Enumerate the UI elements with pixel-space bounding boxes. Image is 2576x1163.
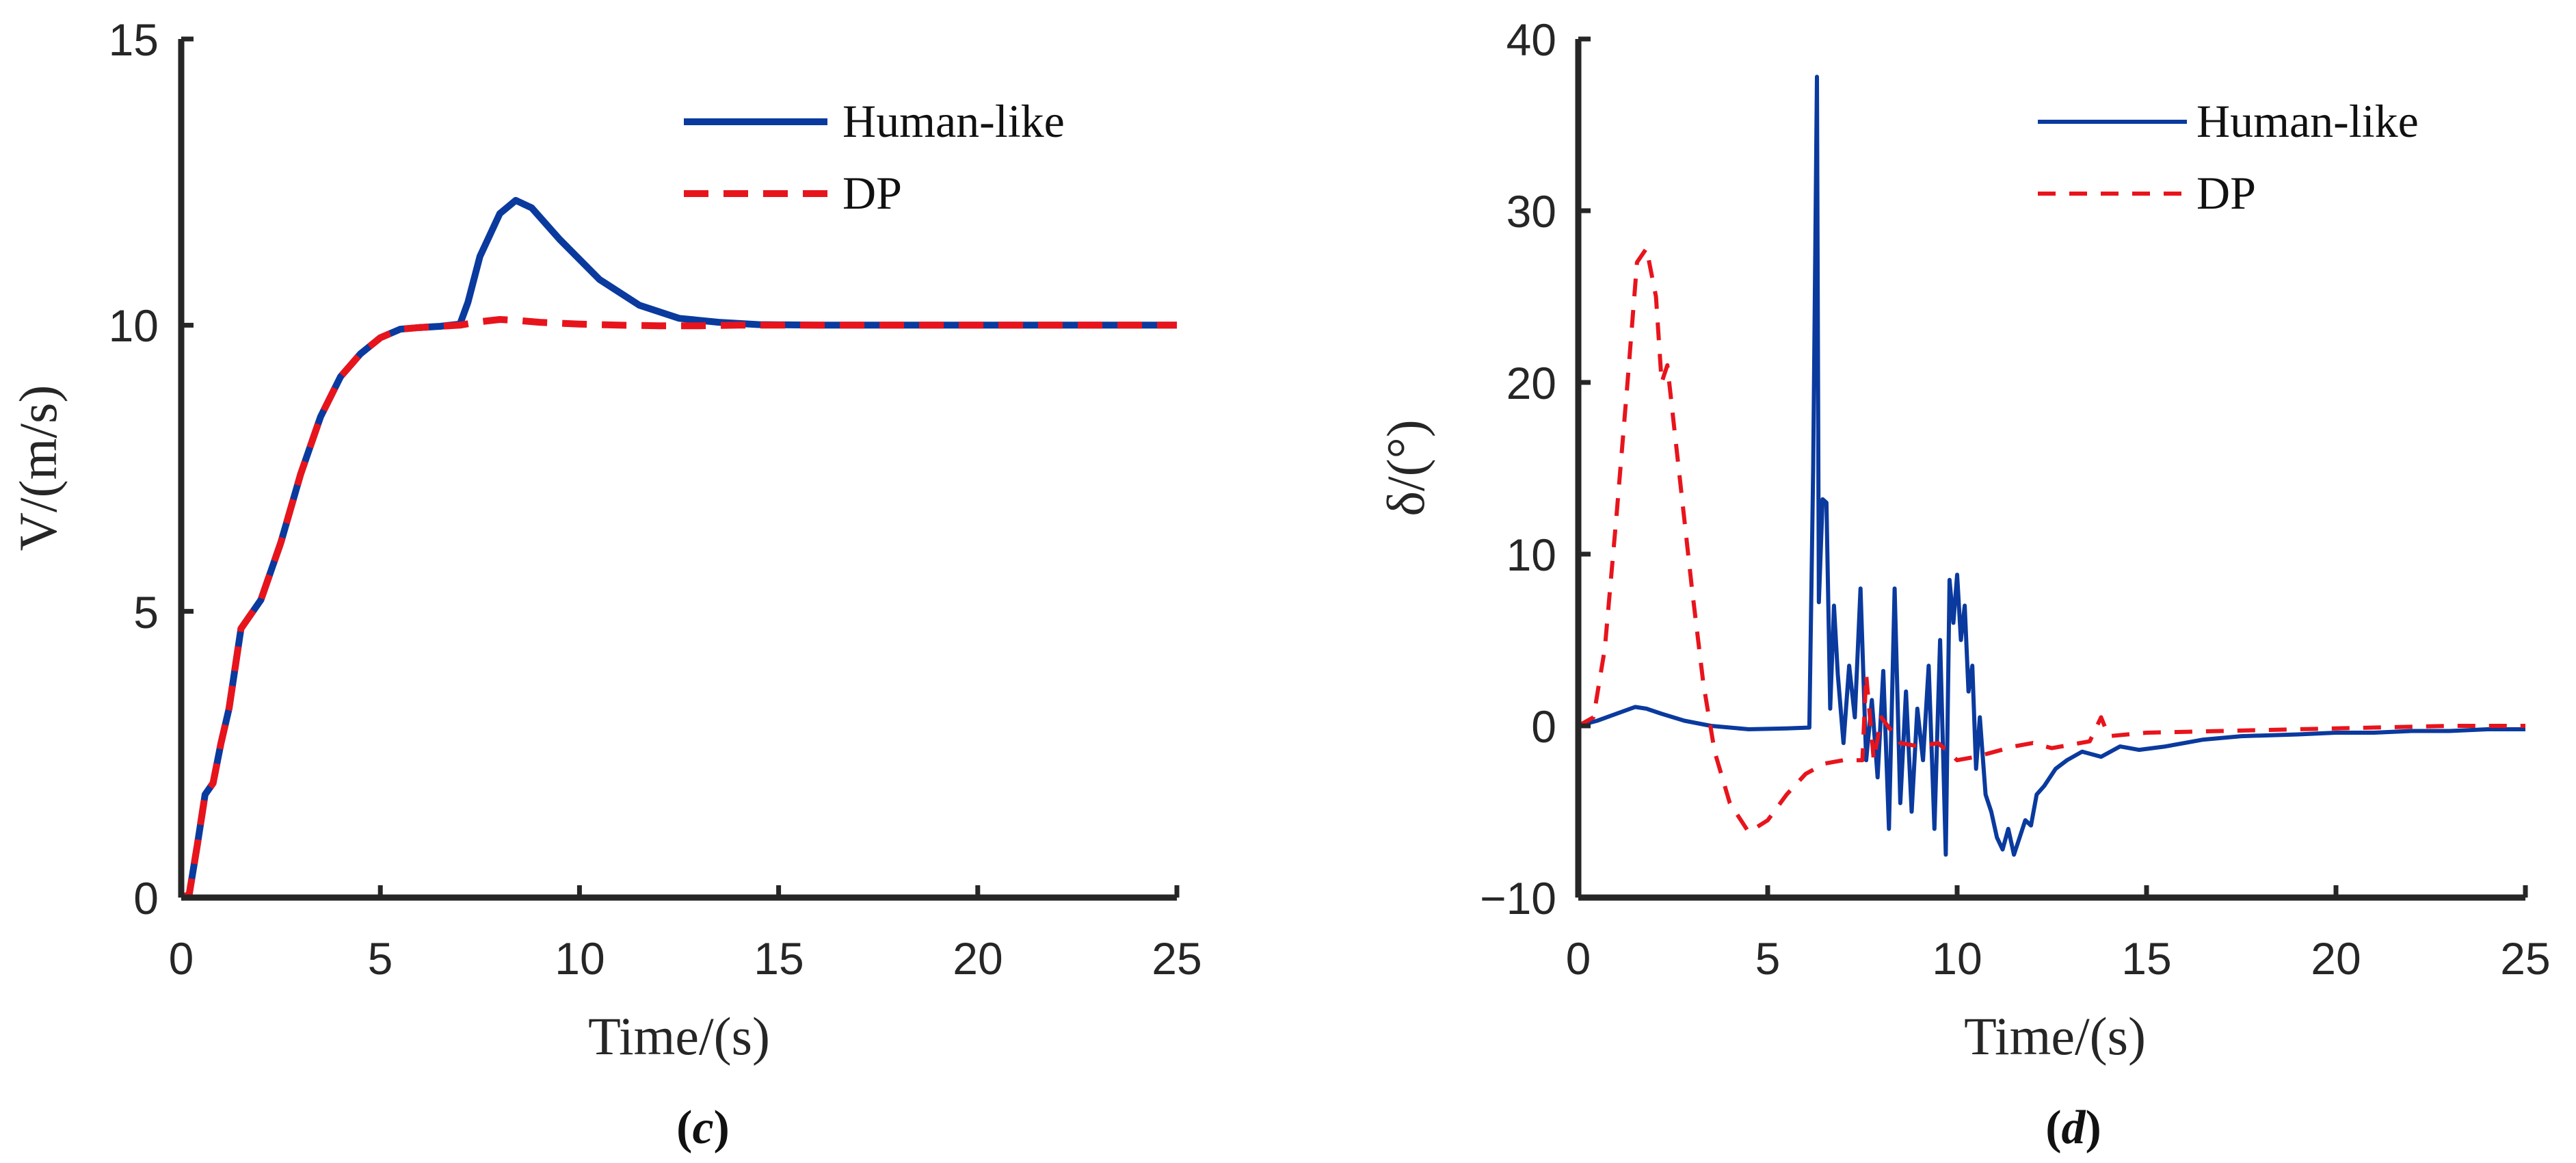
series-group-d (1577, 75, 2525, 857)
x-tick-label: 15 (754, 933, 804, 984)
legend-c: Human-like DP (684, 95, 1065, 219)
series-group-c (180, 196, 1177, 901)
legend-d: Human-like DP (2038, 95, 2419, 219)
chart-panel-c: 0 5 10 15 20 25 0 5 10 15 Time/(s) V/(m/… (8, 14, 1202, 1154)
x-axis-label-c: Time/(s) (588, 1006, 770, 1066)
y-tick-label: 0 (133, 873, 159, 924)
x-tick-labels-d: 0 5 10 15 20 25 (1566, 933, 2551, 984)
y-tick-label: 40 (1506, 14, 1556, 65)
x-axis-label-d: Time/(s) (1964, 1006, 2146, 1066)
x-tick-label: 5 (1755, 933, 1781, 984)
y-tick-label: 30 (1506, 186, 1556, 237)
y-tick-label: 15 (109, 14, 159, 65)
x-tick-labels-c: 0 5 10 15 20 25 (169, 933, 1202, 984)
x-tick-label: 25 (2500, 933, 2550, 984)
y-axis-label-d: δ/(°) (1376, 419, 1435, 517)
plot-background-c (181, 39, 1177, 898)
legend-label-dp: DP (2196, 167, 2256, 219)
y-tick-label: −10 (1480, 873, 1556, 924)
y-tick-label: 10 (109, 300, 159, 351)
x-tick-label: 5 (368, 933, 393, 984)
panel-caption-d: (d) (2045, 1101, 2101, 1154)
plot-background-d (1578, 39, 2525, 898)
x-tick-label: 20 (953, 933, 1002, 984)
y-tick-label: 20 (1506, 358, 1556, 408)
ticks-group-c (178, 36, 1180, 900)
x-tick-label: 25 (1152, 933, 1201, 984)
x-tick-label: 10 (555, 933, 605, 984)
axes-c (178, 39, 1177, 901)
x-tick-label: 15 (2121, 933, 2171, 984)
series-line-dp (180, 316, 1177, 901)
x-tick-label: 20 (2311, 933, 2361, 984)
y-tick-labels-d: −10 0 10 20 30 40 (1480, 14, 1556, 924)
y-tick-label: 10 (1506, 530, 1556, 580)
series-line-dp (1577, 246, 2525, 835)
y-tick-label: 0 (1531, 701, 1556, 752)
x-tick-label: 10 (1932, 933, 1982, 984)
axes-d (1575, 39, 2525, 901)
x-tick-label: 0 (169, 933, 194, 984)
chart-panel-d: 0 5 10 15 20 25 −10 0 10 20 30 40 Time/(… (1376, 14, 2551, 1154)
y-tick-label: 5 (133, 587, 159, 638)
y-tick-labels-c: 0 5 10 15 (109, 14, 159, 924)
x-tick-label: 0 (1566, 933, 1591, 984)
panel-caption-c: (c) (676, 1101, 730, 1154)
y-axis-label-c: V/(m/s) (8, 385, 68, 551)
legend-label-human-like: Human-like (842, 95, 1065, 147)
ticks-group-d (1576, 36, 2528, 900)
legend-label-human-like: Human-like (2196, 95, 2419, 147)
legend-label-dp: DP (842, 167, 902, 219)
